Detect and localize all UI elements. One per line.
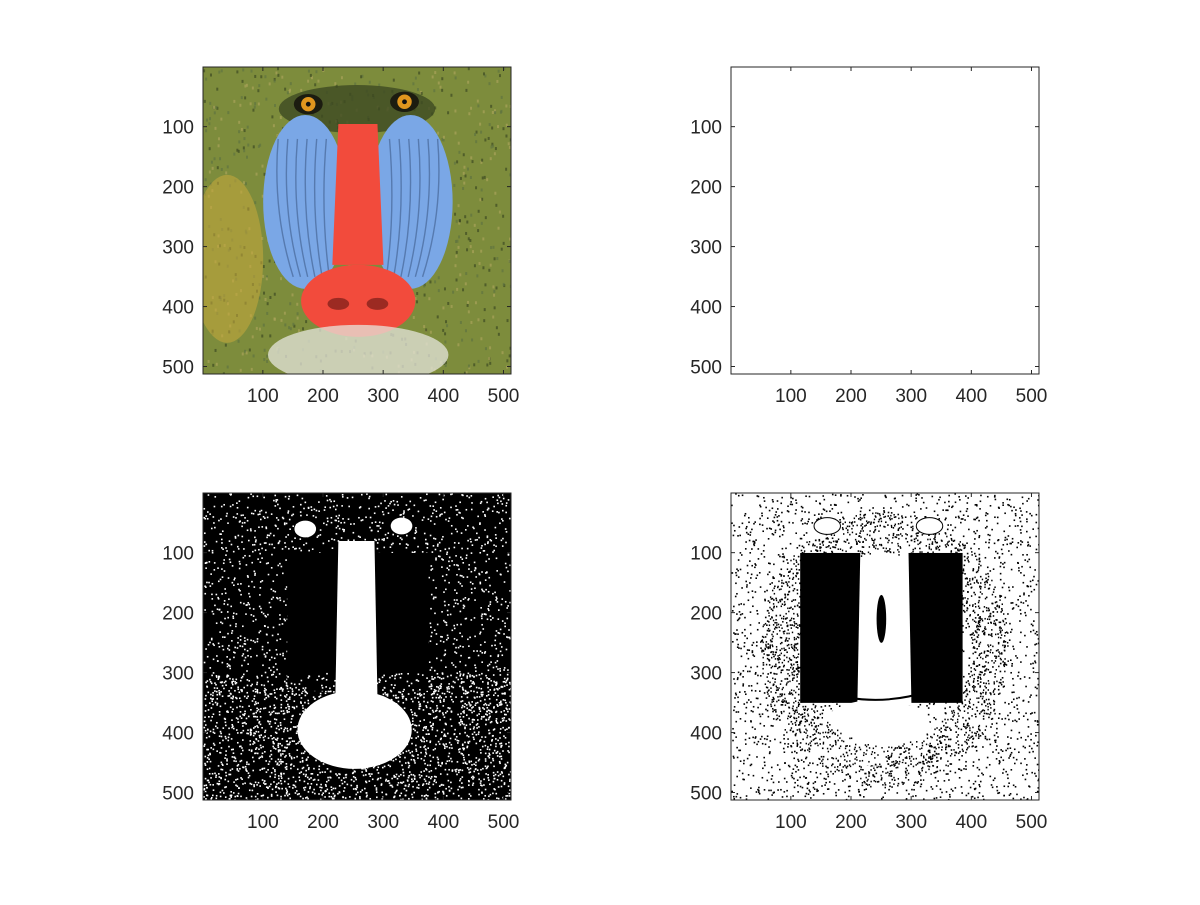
x-tick-label: 500 — [488, 812, 520, 833]
x-tick-label: 300 — [895, 386, 927, 407]
subplot-2: 100 200 300 400 500 100 200 300 400 500 — [690, 67, 1047, 407]
x-tick-label: 500 — [1016, 386, 1048, 407]
x-tick-label: 300 — [367, 812, 399, 833]
x-tick-label: 100 — [247, 812, 279, 833]
x-tick-label: 300 — [367, 386, 399, 407]
x-tick-label: 100 — [775, 386, 807, 407]
y-tick-label: 100 — [162, 118, 194, 139]
x-tick-label: 200 — [835, 386, 867, 407]
y-tick-label: 500 — [690, 784, 722, 805]
x-tick-label: 100 — [775, 812, 807, 833]
x-tick-label: 100 — [247, 386, 279, 407]
y-tick-label: 500 — [690, 358, 722, 379]
subplot-1: 100 200 300 400 500 100 200 300 400 500 — [162, 67, 519, 407]
x-tick-label: 500 — [488, 386, 520, 407]
threshold-image — [731, 493, 1041, 801]
x-tick-label: 200 — [307, 812, 339, 833]
x-tick-label: 500 — [1016, 812, 1048, 833]
y-tick-label: 400 — [162, 298, 194, 319]
y-tick-label: 400 — [690, 298, 722, 319]
y-tick-label: 300 — [690, 238, 722, 259]
blank-image — [731, 67, 1039, 374]
x-tick-label: 200 — [835, 812, 867, 833]
x-tick-label: 400 — [427, 386, 459, 407]
y-tick-label: 400 — [162, 724, 194, 745]
x-tick-label: 400 — [427, 812, 459, 833]
x-tick-label: 400 — [955, 386, 987, 407]
y-tick-label: 200 — [162, 604, 194, 625]
y-tick-label: 100 — [690, 118, 722, 139]
y-tick-label: 200 — [690, 604, 722, 625]
subplot-4: 100 200 300 400 500 100 200 300 400 500 — [690, 493, 1047, 833]
y-tick-label: 200 — [162, 178, 194, 199]
threshold-image — [203, 493, 513, 802]
y-tick-label: 100 — [162, 544, 194, 565]
y-tick-label: 100 — [690, 544, 722, 565]
x-tick-label: 400 — [955, 812, 987, 833]
y-tick-label: 300 — [162, 238, 194, 259]
x-tick-label: 300 — [895, 812, 927, 833]
y-tick-label: 200 — [690, 178, 722, 199]
mandrill-image — [191, 67, 513, 385]
subplot-3: 100 200 300 400 500 100 200 300 400 500 — [162, 493, 519, 833]
y-tick-label: 500 — [162, 784, 194, 805]
y-tick-label: 300 — [162, 664, 194, 685]
y-tick-label: 400 — [690, 724, 722, 745]
x-tick-label: 200 — [307, 386, 339, 407]
y-tick-label: 500 — [162, 358, 194, 379]
y-tick-label: 300 — [690, 664, 722, 685]
